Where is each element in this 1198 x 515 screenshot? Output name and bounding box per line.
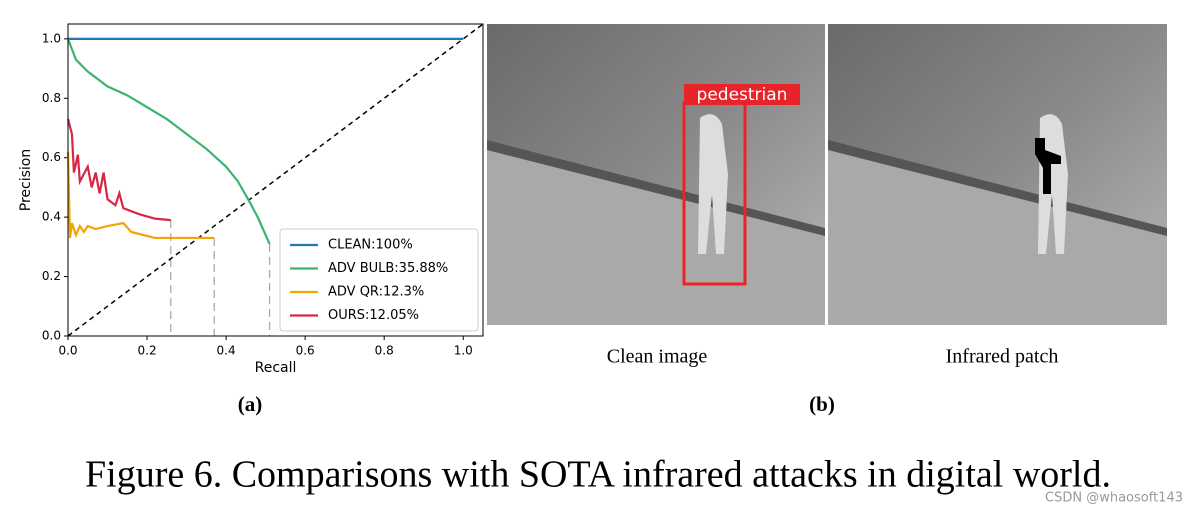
x-tick-label: 0.4 xyxy=(217,344,236,358)
detection-label: pedestrian xyxy=(697,85,788,105)
series-line xyxy=(66,151,215,240)
x-tick-label: 0.6 xyxy=(296,344,315,358)
y-tick-label: 0.4 xyxy=(42,210,61,224)
y-tick-label: 0.2 xyxy=(42,269,61,283)
legend-label: ADV BULB:35.88% xyxy=(328,261,448,276)
legend: CLEAN:100% ADV BULB:35.88% ADV QR:12.3% OUR… xyxy=(279,228,479,332)
figure-caption: Figure 6. Comparisons with SOTA infrared… xyxy=(85,454,1111,496)
x-tick-label: 0.2 xyxy=(138,344,157,358)
y-tick-label: 0.0 xyxy=(42,329,61,343)
y-tick-label: 0.8 xyxy=(42,91,61,105)
legend-box xyxy=(279,228,479,332)
x-tick-label: 0.0 xyxy=(58,344,77,358)
image-caption: Infrared patch xyxy=(946,346,1059,368)
y-tick-label: 0.6 xyxy=(42,150,61,164)
x-tick-label: 1.0 xyxy=(454,344,473,358)
patched-image xyxy=(828,24,1167,325)
plot-frame xyxy=(67,23,484,337)
image-caption: Clean image xyxy=(607,346,708,368)
reference-line xyxy=(67,23,484,337)
y-tick-label: 1.0 xyxy=(42,31,61,45)
legend-label: OURS:12.05% xyxy=(328,308,419,323)
legend-label: CLEAN:100% xyxy=(328,238,413,253)
clean-image: pedestrian xyxy=(487,24,825,325)
watermark: CSDN @whaosoft143 xyxy=(1045,491,1183,506)
panel-label: (b) xyxy=(809,392,835,416)
legend-label: ADV QR:12.3% xyxy=(328,285,424,300)
x-axis-label: Recall xyxy=(255,360,297,376)
y-axis-label: Precision xyxy=(18,149,34,211)
series-line xyxy=(66,38,271,245)
x-tick-label: 0.8 xyxy=(375,344,394,358)
pr-chart: 0.0 0.2 0.4 0.6 0.8 1.0 0.0 0.2 0.4 0.6 0.8 1.0 Reca… xyxy=(18,23,484,376)
series-line xyxy=(66,118,171,222)
panel-label: (a) xyxy=(238,392,263,416)
